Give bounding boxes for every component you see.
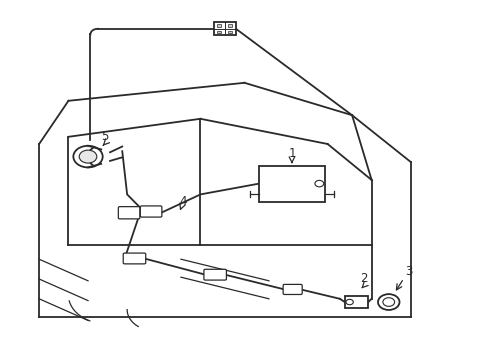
FancyBboxPatch shape [203, 269, 226, 280]
Circle shape [79, 150, 97, 163]
Bar [228, 24, 232, 27]
FancyBboxPatch shape [118, 207, 140, 219]
Circle shape [377, 294, 399, 310]
Bar [259, 166, 325, 202]
FancyBboxPatch shape [123, 253, 145, 264]
Bar [228, 31, 232, 33]
Bar [214, 22, 235, 35]
Circle shape [314, 180, 323, 187]
Bar [217, 31, 221, 33]
Bar [217, 24, 221, 27]
Text: 4: 4 [179, 195, 187, 208]
FancyBboxPatch shape [283, 284, 302, 294]
Text: 1: 1 [287, 147, 295, 159]
Circle shape [382, 298, 394, 306]
Circle shape [345, 300, 352, 305]
Text: 5: 5 [101, 130, 109, 143]
Text: 3: 3 [404, 265, 412, 278]
Text: 2: 2 [360, 273, 367, 285]
FancyBboxPatch shape [140, 206, 162, 217]
Circle shape [73, 146, 102, 167]
Bar [344, 296, 367, 308]
